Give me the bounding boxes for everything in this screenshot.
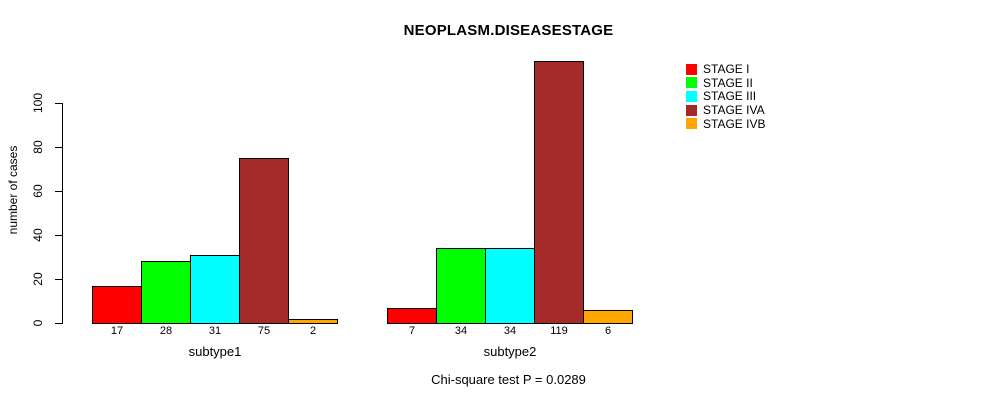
bar-stage-ii-subtype1 — [141, 261, 191, 324]
y-tick-label: 40 — [31, 228, 45, 242]
bar-stage-i-subtype2 — [387, 308, 437, 324]
bar-value-label: 28 — [159, 325, 173, 337]
y-tick — [55, 279, 62, 280]
legend-label: STAGE IVA — [703, 103, 765, 118]
y-tick — [55, 191, 62, 192]
legend-swatch-stage-ii — [686, 77, 697, 89]
legend-row: STAGE II — [686, 76, 753, 90]
y-tick-label: 100 — [31, 92, 45, 114]
bar-value-label: 34 — [503, 325, 517, 337]
bar-stage-ii-subtype2 — [436, 248, 486, 324]
bar-value-label: 6 — [604, 325, 612, 337]
bar-value-label: 75 — [257, 325, 271, 337]
bar-stage-iva-subtype1 — [239, 158, 289, 324]
chi-square-footnote: Chi-square test P = 0.0289 — [431, 372, 586, 387]
legend-row: STAGE IVA — [686, 103, 765, 117]
bar-stage-iva-subtype2 — [534, 61, 584, 324]
y-tick — [55, 323, 62, 324]
legend-row: STAGE I — [686, 62, 749, 76]
bar-value-label: 119 — [550, 325, 568, 337]
chart-title: NEOPLASM.DISEASESTAGE — [403, 22, 614, 39]
y-axis-line — [62, 103, 63, 324]
y-tick-label: 20 — [31, 272, 45, 286]
legend-swatch-stage-iii — [686, 90, 697, 102]
legend-label: STAGE III — [703, 89, 757, 104]
y-tick-label: 0 — [31, 319, 45, 327]
bar-value-label: 7 — [408, 325, 416, 337]
bar-stage-ivb-subtype2 — [583, 310, 633, 324]
category-label-subtype1: subtype1 — [188, 344, 242, 359]
y-tick — [55, 103, 62, 104]
legend-swatch-stage-iva — [686, 104, 697, 116]
legend-label: STAGE I — [703, 62, 750, 76]
legend-row: STAGE IVB — [686, 117, 765, 131]
bar-stage-ivb-subtype1 — [288, 319, 338, 324]
bar-value-label: 17 — [110, 325, 124, 337]
legend-label: STAGE II — [703, 75, 753, 90]
bar-stage-iii-subtype2 — [485, 248, 535, 324]
y-tick-label: 60 — [31, 184, 45, 198]
legend-label: STAGE IVB — [703, 116, 766, 131]
bar-value-label: 31 — [208, 325, 222, 337]
legend-swatch-stage-i — [686, 63, 697, 75]
y-tick — [55, 235, 62, 236]
y-tick-label: 80 — [31, 140, 45, 154]
y-tick — [55, 147, 62, 148]
bar-value-label: 34 — [454, 325, 468, 337]
bar-value-label: 2 — [309, 325, 317, 337]
legend-row: STAGE III — [686, 89, 756, 103]
legend-swatch-stage-ivb — [686, 118, 697, 130]
bar-stage-iii-subtype1 — [190, 255, 240, 324]
category-label-subtype2: subtype2 — [483, 344, 537, 359]
bar-stage-i-subtype1 — [92, 286, 142, 324]
y-axis-label: number of cases — [6, 145, 20, 235]
